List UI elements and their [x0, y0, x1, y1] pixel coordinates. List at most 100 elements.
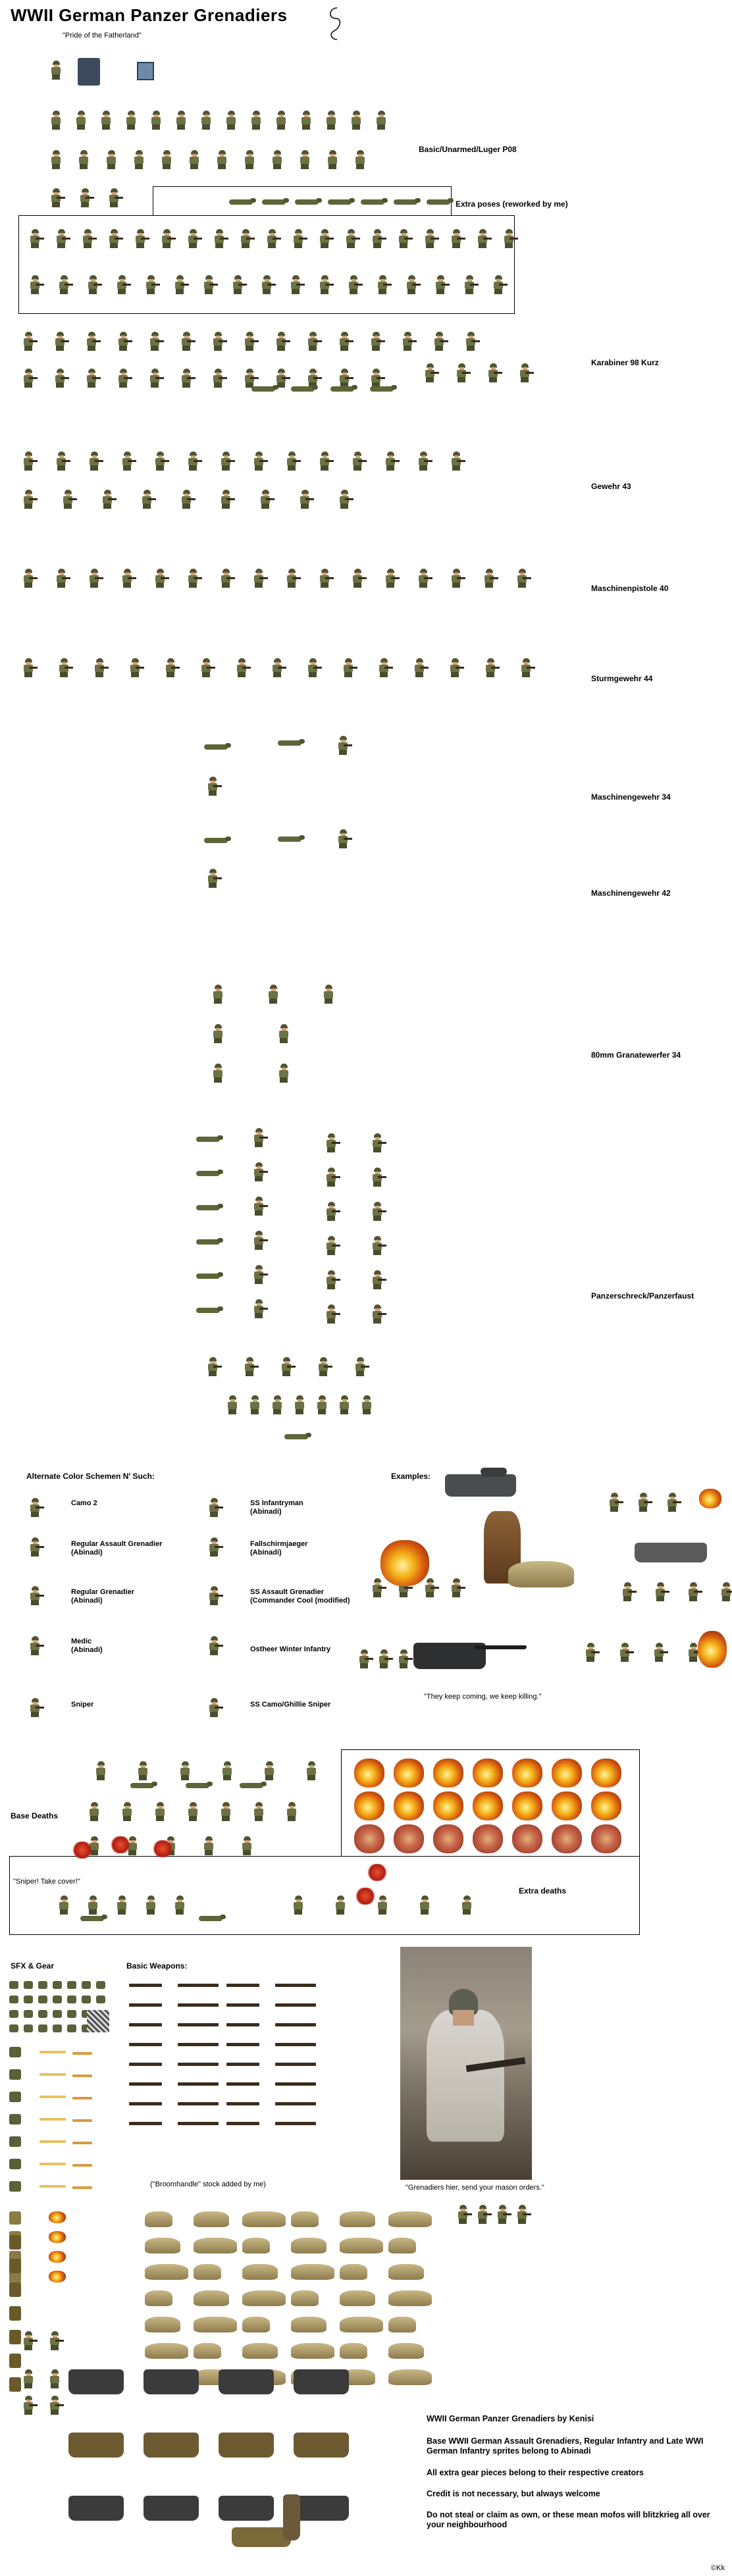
- label-mortar: 80mm Granatewerfer 34: [591, 1050, 681, 1060]
- soldier-sprite: [345, 275, 363, 295]
- gear-equipment-sprite: [9, 2181, 21, 2192]
- sandbag-sprite: [340, 2343, 367, 2359]
- sandbag-sprite: [291, 2290, 319, 2306]
- soldier-sprite: [685, 1582, 702, 1602]
- gear-helmet-sprite: [67, 2024, 76, 2032]
- soldier-sprite: [421, 363, 439, 383]
- soldier-sprite: [342, 229, 360, 249]
- weapon-sprite: [129, 2122, 162, 2125]
- soldier-sprite: [369, 1304, 386, 1324]
- soldier-sprite: [197, 658, 215, 678]
- soldier-sprite: [138, 490, 156, 509]
- fire-death-sprite: [473, 1759, 503, 1788]
- soldier-sprite: [99, 490, 117, 509]
- blood-splat-sprite: [111, 1836, 130, 1853]
- soldier-sprite: [20, 369, 38, 388]
- soldier-sprite: [200, 275, 218, 295]
- soldier-sprite: [178, 369, 196, 388]
- soldier-sprite: [84, 1895, 101, 1915]
- wrecked-vehicle-sprite: [294, 2433, 349, 2458]
- label-stg44: Sturmgewehr 44: [591, 674, 653, 683]
- sandbag-sprite: [242, 2238, 270, 2254]
- weapon-sprite: [226, 2063, 259, 2066]
- soldier-sprite: [91, 658, 109, 678]
- soldier-sprite: [275, 1064, 292, 1083]
- soldier-sprite: [241, 332, 259, 351]
- soldier-sprite: [26, 1537, 44, 1557]
- wrecked-vehicle-sprite: [232, 2527, 291, 2547]
- soldier-sprite: [229, 275, 247, 295]
- soldier-sprite: [26, 275, 44, 295]
- fire-death-sprite: [512, 1759, 542, 1788]
- soldier-sprite: [151, 451, 169, 471]
- soldier-sprite: [278, 1357, 296, 1377]
- halftrack-vehicle: [445, 1474, 516, 1497]
- weapon-sprite: [178, 2063, 219, 2066]
- prone-soldier-sprite: [283, 1431, 312, 1440]
- credits-necessity: Credit is not necessary, but always welc…: [427, 2489, 600, 2498]
- sheet-subtitle: "Pride of the Fatherland": [63, 32, 142, 39]
- soldier-sprite: [313, 1395, 330, 1415]
- soldier-sprite: [213, 150, 230, 170]
- soldier-sprite: [336, 1395, 353, 1415]
- soldier-sprite: [142, 1895, 159, 1915]
- prone-soldier-sprite: [261, 196, 290, 205]
- soldier-sprite: [209, 1024, 226, 1044]
- soldier-sprite: [283, 569, 301, 588]
- soldier-sprite: [113, 1895, 130, 1915]
- soldier-sprite: [115, 332, 132, 351]
- soldier-sprite: [421, 1578, 439, 1598]
- weapon-sprite: [129, 2063, 162, 2066]
- label-karabiner: Karabiner 98 Kurz: [591, 358, 659, 367]
- wrecked-vehicle-sprite: [294, 2496, 349, 2521]
- soldier-sprite: [20, 451, 38, 471]
- wrecked-vehicle-sprite: [219, 2496, 274, 2521]
- gear-tracer-sprite: [72, 2142, 92, 2144]
- soldier-sprite: [416, 1895, 433, 1915]
- soldier-sprite: [718, 1582, 732, 1602]
- soldier-sprite: [217, 1802, 234, 1822]
- soldier-sprite: [415, 569, 432, 588]
- extra-deaths-box-top: [341, 1749, 640, 1857]
- sandbag-sprite: [291, 2343, 334, 2359]
- soldier-sprite: [250, 1802, 267, 1822]
- soldier-sprite: [83, 332, 101, 351]
- alt-label-fallschirmjaeger: Fallschirmjaeger: [250, 1540, 308, 1548]
- gear-barrel-sprite: [9, 2330, 21, 2344]
- soldier-sprite: [204, 869, 222, 889]
- weapon-sprite: [129, 2043, 162, 2046]
- soldier-sprite: [304, 332, 322, 351]
- blood-splat-sprite: [355, 1888, 375, 1905]
- soldier-sprite: [26, 229, 44, 249]
- sandbag-sprite: [145, 2211, 172, 2227]
- broomhandle-note: ("Broomhandle" stock added by me): [150, 2180, 266, 2188]
- weapon-sprite: [129, 2003, 162, 2007]
- alt-label-ostheer-winter: Ostheer Winter Infantry: [250, 1645, 331, 1653]
- soldier-sprite: [20, 2331, 38, 2351]
- fire-death-sprite: [394, 1824, 424, 1853]
- soldier-sprite: [178, 490, 196, 509]
- fire-death-sprite: [354, 1824, 384, 1853]
- soldier-sprite: [171, 275, 189, 295]
- soldier-sprite: [26, 1636, 44, 1656]
- weapon-sprite: [178, 2023, 219, 2026]
- fire-death-sprite: [394, 1759, 424, 1788]
- gear-crate-sprite: [9, 2211, 21, 2225]
- soldier-sprite: [635, 1493, 652, 1512]
- soldier-sprite: [369, 1133, 386, 1153]
- soldier-sprite: [184, 229, 202, 249]
- sandbag-sprite: [388, 2264, 424, 2280]
- gear-helmet-sprite: [67, 1996, 76, 2003]
- gear-pattern-swatch: [87, 2010, 109, 2032]
- gear-equipment-sprite: [9, 2047, 21, 2057]
- alt-label-sniper: Sniper: [71, 1701, 94, 1709]
- soldier-sprite: [290, 229, 307, 249]
- soldier-sprite: [316, 229, 334, 249]
- soldier-sprite: [482, 658, 500, 678]
- weapon-sprite: [178, 2122, 219, 2125]
- wrecked-vehicle-sprite: [294, 2369, 349, 2394]
- soldier-sprite: [209, 332, 227, 351]
- weapon-sprite: [129, 1984, 162, 1987]
- alt-label-ss-camo-sniper: SS Camo/Ghillie Sniper: [250, 1701, 331, 1709]
- soldier-sprite: [619, 1582, 637, 1602]
